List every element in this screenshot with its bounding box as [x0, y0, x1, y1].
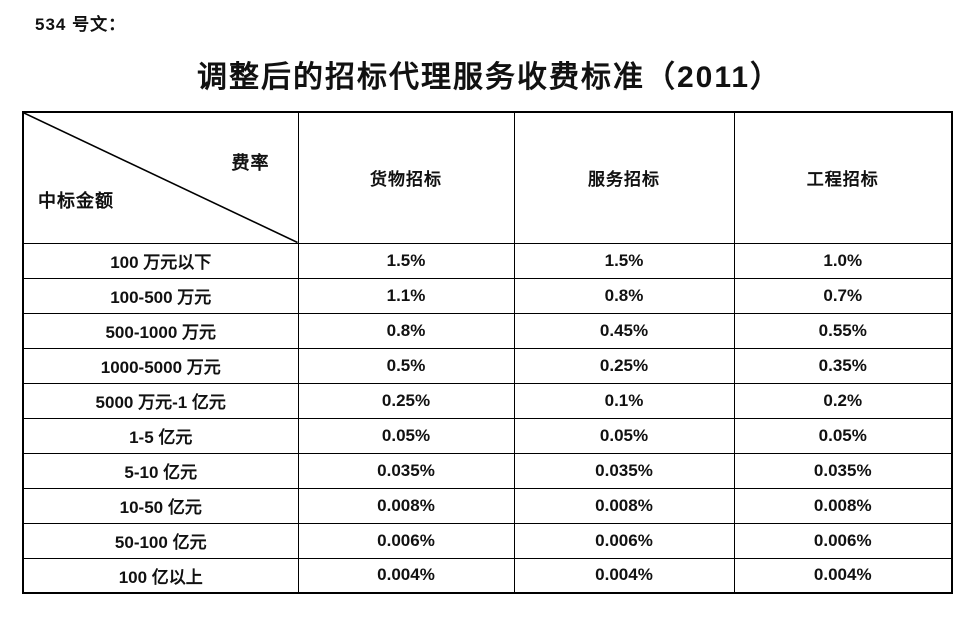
rate-cell: 0.004%	[513, 557, 735, 594]
rate-cell: 0.5%	[297, 347, 515, 384]
corner-label-amount: 中标金额	[38, 190, 114, 211]
rate-cell: 0.55%	[733, 312, 953, 349]
row-label-cell: 50-100 亿元	[22, 522, 299, 559]
table-row: 10-50 亿元 0.008% 0.008% 0.008%	[22, 487, 953, 524]
rate-cell: 0.05%	[297, 417, 515, 454]
table-row: 1000-5000 万元 0.5% 0.25% 0.35%	[22, 347, 953, 384]
rate-cell: 0.25%	[513, 347, 735, 384]
rate-cell: 0.006%	[297, 522, 515, 559]
row-label-cell: 1000-5000 万元	[22, 347, 299, 384]
row-label-cell: 100-500 万元	[22, 277, 299, 314]
page-title: 调整后的招标代理服务收费标准（2011）	[196, 61, 783, 94]
rate-cell: 0.05%	[733, 417, 953, 454]
rate-cell: 0.004%	[297, 557, 515, 594]
rate-cell: 1.1%	[297, 277, 515, 314]
rate-cell: 0.7%	[733, 277, 953, 314]
table-header-row: 费率 中标金额 货物招标 服务招标 工程招标	[22, 111, 953, 244]
rate-cell: 0.45%	[513, 312, 735, 349]
corner-header-cell: 费率 中标金额	[22, 111, 299, 244]
table-row: 500-1000 万元 0.8% 0.45% 0.55%	[22, 312, 953, 349]
rate-cell: 0.035%	[733, 452, 953, 489]
rate-cell: 0.2%	[733, 382, 953, 419]
rate-cell: 0.008%	[513, 487, 735, 524]
rate-cell: 0.8%	[297, 312, 515, 349]
row-label-cell: 500-1000 万元	[22, 312, 299, 349]
table-row: 5000 万元-1 亿元 0.25% 0.1% 0.2%	[22, 382, 953, 419]
rate-cell: 0.8%	[513, 277, 735, 314]
table-row: 50-100 亿元 0.006% 0.006% 0.006%	[22, 522, 953, 559]
row-label-cell: 1-5 亿元	[22, 417, 299, 454]
rate-cell: 0.006%	[513, 522, 735, 559]
rate-cell: 0.035%	[297, 452, 515, 489]
corner-label-rate: 费率	[231, 153, 270, 173]
table-row: 5-10 亿元 0.035% 0.035% 0.035%	[22, 452, 953, 489]
fee-rate-table: 费率 中标金额 货物招标 服务招标 工程招标 100 万元以下 1.5% 1.5…	[22, 111, 953, 594]
column-header-service: 服务招标	[513, 111, 735, 244]
table-row: 1-5 亿元 0.05% 0.05% 0.05%	[22, 417, 953, 454]
doc-number-label: 534 号文：	[35, 15, 127, 34]
column-header-goods: 货物招标	[297, 111, 515, 244]
rate-cell: 0.25%	[297, 382, 515, 419]
diagonal-divider-line	[24, 113, 298, 243]
row-label-cell: 100 亿以上	[22, 557, 299, 594]
column-header-works: 工程招标	[733, 111, 953, 244]
row-label-cell: 5000 万元-1 亿元	[22, 382, 299, 419]
rate-cell: 0.006%	[733, 522, 953, 559]
row-label-cell: 10-50 亿元	[22, 487, 299, 524]
rate-cell: 0.008%	[733, 487, 953, 524]
row-label-cell: 5-10 亿元	[22, 452, 299, 489]
table-row: 100-500 万元 1.1% 0.8% 0.7%	[22, 277, 953, 314]
rate-cell: 1.5%	[297, 242, 515, 279]
rate-cell: 0.008%	[297, 487, 515, 524]
rate-cell: 0.1%	[513, 382, 735, 419]
rate-cell: 0.004%	[733, 557, 953, 594]
row-label-cell: 100 万元以下	[22, 242, 299, 279]
table-row: 100 亿以上 0.004% 0.004% 0.004%	[22, 557, 953, 594]
rate-cell: 0.35%	[733, 347, 953, 384]
rate-cell: 1.0%	[733, 242, 953, 279]
table-row: 100 万元以下 1.5% 1.5% 1.0%	[22, 242, 953, 279]
rate-cell: 1.5%	[513, 242, 735, 279]
rate-cell: 0.05%	[513, 417, 735, 454]
rate-cell: 0.035%	[513, 452, 735, 489]
